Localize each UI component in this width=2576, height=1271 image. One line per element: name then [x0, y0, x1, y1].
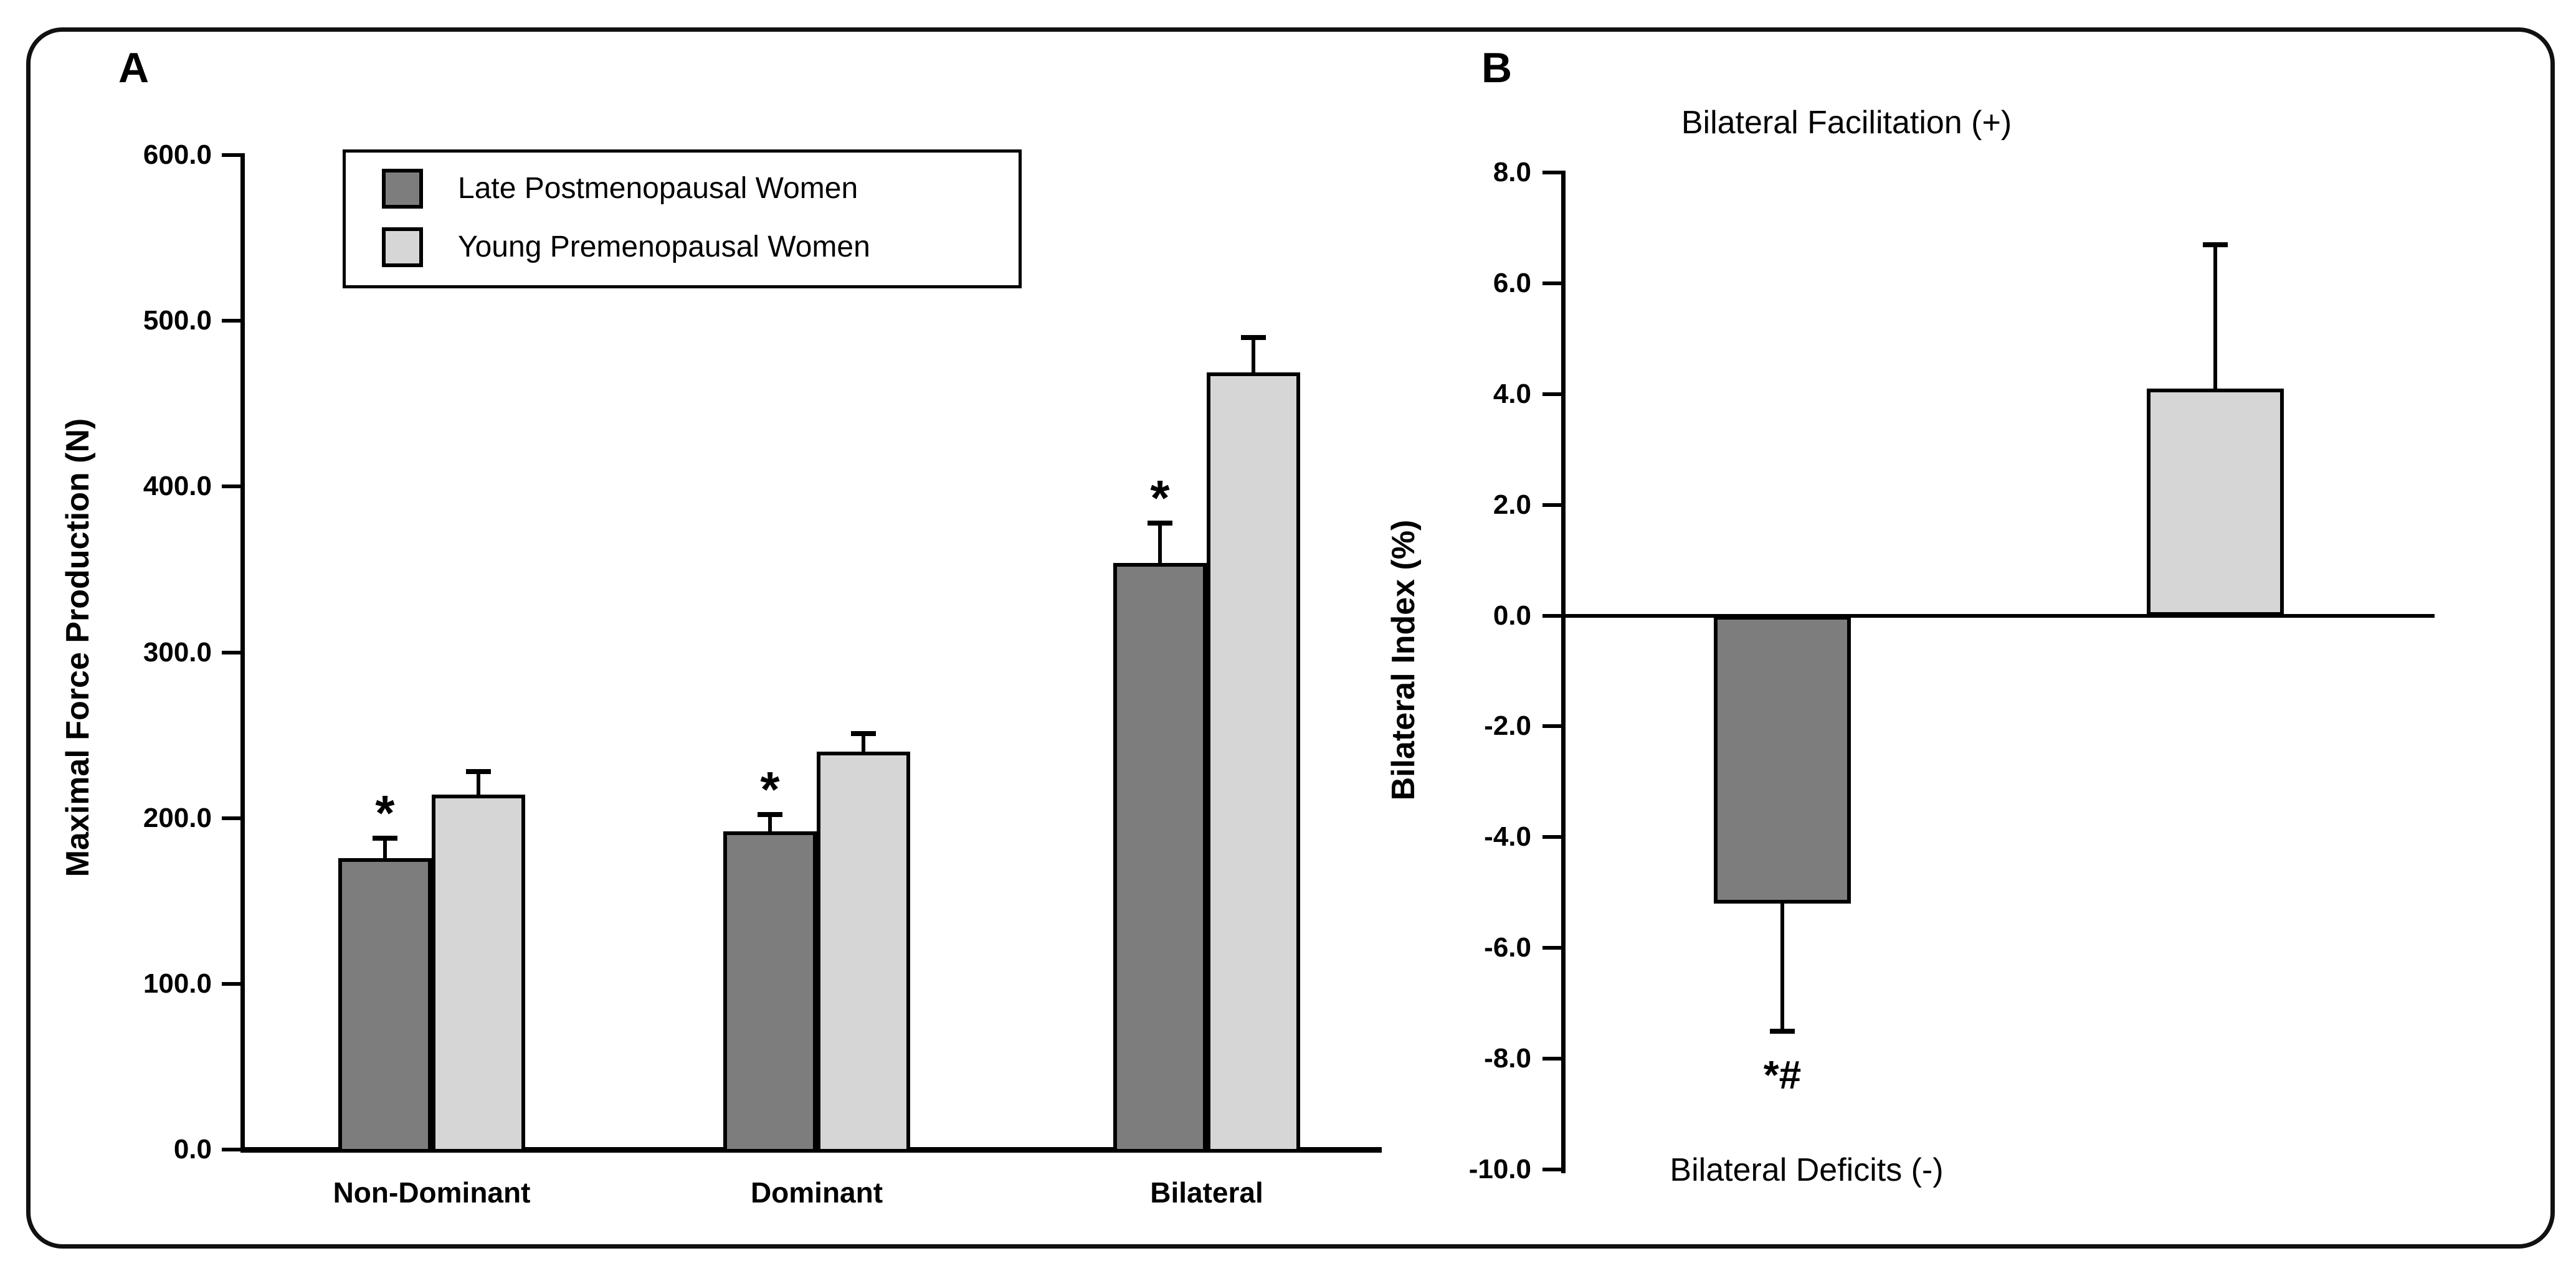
x-category-dominant: Dominant [750, 1176, 883, 1209]
bar-light [2147, 388, 2284, 616]
y-axis-tick [222, 981, 242, 986]
y-axis-tick-label: 200.0 [143, 802, 212, 833]
y-axis-tick [1542, 1057, 1562, 1061]
y-axis-tick-label: 400.0 [143, 471, 212, 502]
error-bar-cap [1148, 520, 1172, 526]
y-axis-tick-label: 300.0 [143, 636, 212, 668]
y-axis-tick [222, 650, 242, 654]
y-axis-tick-label: 500.0 [143, 305, 212, 336]
y-axis-tick-label: -4.0 [1484, 821, 1531, 853]
bar-light-non-dominant [432, 795, 525, 1153]
y-axis-tick-label: -2.0 [1484, 711, 1531, 742]
error-bar-cap [466, 769, 491, 775]
legend-label-young-premenopausal: Young Premenopausal Women [458, 230, 870, 263]
error-bar-stem [477, 772, 480, 795]
y-axis-tick-label: 6.0 [1493, 267, 1531, 298]
y-axis-tick-label: 4.0 [1493, 378, 1531, 409]
legend: Late Postmenopausal Women Young Premenop… [343, 149, 1022, 288]
bilateral-facilitation-label: Bilateral Facilitation (+) [1681, 105, 2012, 141]
error-bar-stem [768, 815, 772, 831]
y-axis-tick-label: 8.0 [1493, 157, 1531, 187]
y-axis-tick-label: -10.0 [1468, 1154, 1531, 1184]
bar-light-bilateral [1207, 372, 1300, 1153]
y-axis-tick-label: 100.0 [143, 968, 212, 999]
y-axis-line [240, 153, 245, 1153]
y-axis-tick [1542, 946, 1562, 950]
y-axis-tick [1542, 835, 1562, 839]
y-axis-tick [222, 153, 242, 157]
y-axis-tick [1542, 392, 1562, 396]
x-category-non-dominant: Non-Dominant [333, 1176, 531, 1209]
y-axis-tick [222, 484, 242, 489]
error-bar-stem [1252, 337, 1255, 372]
y-axis-tick [222, 1148, 242, 1151]
bar-dark-bilateral [1113, 562, 1207, 1153]
y-axis-tick [1542, 724, 1562, 729]
panel-b-y-axis-title: Bilateral Index (%) [1385, 519, 1422, 801]
y-axis-tick-label: 600.0 [143, 139, 212, 170]
bar-dark-non-dominant [338, 858, 432, 1153]
bar-dark [1714, 615, 1851, 904]
y-axis-tick [1542, 171, 1562, 174]
y-axis-tick [1542, 1168, 1562, 1171]
legend-label-late-postmenopausal: Late Postmenopausal Women [458, 172, 858, 205]
error-bar-cap [758, 812, 782, 818]
y-axis-tick [1542, 613, 1562, 618]
error-bar-cap [373, 835, 397, 841]
y-axis-tick-label: -6.0 [1484, 932, 1531, 963]
panel-b-label: B [1481, 44, 1513, 92]
bar-dark-dominant [723, 831, 817, 1153]
error-bar-cap [1770, 1028, 1795, 1034]
panel-a-label: A [118, 44, 150, 92]
significance-asterisk: * [760, 762, 780, 818]
error-bar-cap [2203, 242, 2228, 247]
y-axis-tick [222, 319, 242, 323]
error-bar-stem [383, 838, 387, 858]
y-axis-tick [1542, 281, 1562, 285]
error-bar-cap [1241, 334, 1266, 340]
significance-asterisk: * [375, 785, 395, 841]
error-bar-stem [2213, 244, 2217, 389]
bilateral-deficits-label: Bilateral Deficits (-) [1670, 1152, 1944, 1188]
zero-line [1564, 613, 2435, 618]
figure-border [26, 27, 2555, 1249]
y-axis-tick-label: 0.0 [173, 1134, 212, 1165]
error-bar-stem [862, 733, 865, 752]
x-category-bilateral: Bilateral [1150, 1176, 1263, 1209]
y-axis-tick-label: 2.0 [1493, 489, 1531, 520]
y-axis-tick-label: -8.0 [1484, 1043, 1531, 1074]
significance-annotation: *# [1763, 1052, 1802, 1097]
y-axis-tick [1542, 503, 1562, 507]
y-axis-tick [222, 816, 242, 820]
y-axis-tick-label: 0.0 [1493, 600, 1531, 631]
significance-asterisk: * [1150, 470, 1170, 526]
legend-swatch-young-premenopausal [382, 227, 423, 267]
bar-light-dominant [817, 752, 910, 1153]
error-bar-cap [851, 730, 876, 736]
legend-swatch-late-postmenopausal [382, 169, 423, 209]
error-bar-stem [1158, 522, 1162, 563]
error-bar-stem [1780, 904, 1784, 1031]
y-axis-line [1561, 171, 1566, 1173]
